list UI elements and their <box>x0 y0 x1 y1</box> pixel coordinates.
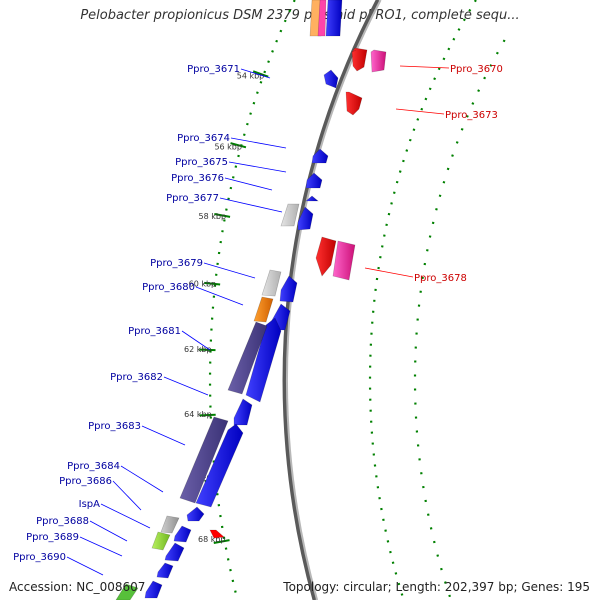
accession-text: Accession: NC_008607 <box>9 580 146 594</box>
gene-green-ppro3690 <box>115 583 139 600</box>
label-leader-line <box>224 177 273 191</box>
label-leader-line <box>163 376 209 396</box>
gene-reverse-ppro3670a <box>351 47 368 72</box>
gene-forward-ppro3689 <box>156 562 174 579</box>
gene-purple-ppro3683 <box>179 416 229 504</box>
ruler-ring-third <box>413 39 506 600</box>
label-leader-line <box>141 425 186 446</box>
gene-orange-ppro3680 <box>253 296 274 323</box>
gene-forward-ppro3688 <box>164 542 185 562</box>
gene-forward-ppro3684 <box>186 506 205 522</box>
gene-forward-ppro3674 <box>311 148 329 164</box>
label-leader-line <box>181 330 211 351</box>
label-leader-line <box>219 197 283 213</box>
gene-label-forward: IspA <box>79 499 101 510</box>
ruler-label: 64 kbp <box>184 410 212 419</box>
label-leader-line <box>79 536 123 557</box>
gene-gray-ppro3679 <box>261 269 282 297</box>
gene-label-forward: Ppro_3674 <box>177 133 230 144</box>
label-leader-line <box>89 520 128 542</box>
label-leader-line <box>395 108 445 115</box>
gene-forward-ppro3671 <box>323 69 339 89</box>
gene-reverse-ppro3678b <box>332 240 356 281</box>
gene-label-forward: Ppro_3684 <box>67 461 120 472</box>
gene-forward-ppro3676 <box>305 195 319 202</box>
label-leader-line <box>195 286 244 306</box>
gene-gray-ppro3686 <box>160 515 180 534</box>
ruler-label: 68 kbp <box>198 535 226 544</box>
label-leader-line <box>66 556 104 576</box>
ruler-tick <box>199 413 216 417</box>
gene-label-reverse: Ppro_3670 <box>450 64 503 75</box>
label-leader-line <box>364 267 414 278</box>
gene-forward-ppro3679 <box>279 275 298 303</box>
gene-label-forward: Ppro_3689 <box>26 532 79 543</box>
gene-label-forward: Ppro_3686 <box>59 476 112 487</box>
gene-label-reverse: Ppro_3678 <box>414 273 467 284</box>
gene-label-forward: Ppro_3682 <box>110 372 163 383</box>
gene-reverse-ppro3673 <box>345 91 363 116</box>
ruler-tick <box>252 70 269 78</box>
label-leader-line <box>240 68 271 79</box>
ruler-label: 58 kbp <box>199 212 227 221</box>
label-leader-line <box>399 65 450 69</box>
gene-label-forward: Ppro_3681 <box>128 326 181 337</box>
gene-label-forward: Ppro_3671 <box>187 64 240 75</box>
gene-label-reverse: Ppro_3673 <box>445 110 498 121</box>
gene-forward-ppro3677 <box>297 206 314 231</box>
ruler-label: 54 kbp <box>237 72 265 81</box>
gene-label-forward: Ppro_3683 <box>88 421 141 432</box>
map-title: Pelobacter propionicus DSM 2379 plasmid … <box>80 8 520 23</box>
gene-label-forward: Ppro_3677 <box>166 193 219 204</box>
gene-label-forward: Ppro_3690 <box>13 552 66 563</box>
ruler-tick <box>199 348 216 352</box>
ruler-ring-inner <box>208 0 296 600</box>
backbone-ring-highlight <box>286 0 382 600</box>
gene-gray-ppro3677 <box>280 203 300 227</box>
gene-pink-top <box>317 0 327 37</box>
label-leader-line <box>120 465 164 493</box>
gene-forward-ppro3683 <box>195 423 244 508</box>
ruler-label: 60 kbp <box>189 280 217 289</box>
gene-forward-ppro3675 <box>305 172 323 189</box>
ruler-tick <box>213 539 230 544</box>
ruler-tick <box>214 213 231 218</box>
gene-reverse-small <box>209 529 225 539</box>
gene-forward-ppro3682a <box>233 398 253 426</box>
gene-label-forward: Ppro_3680 <box>142 282 195 293</box>
topology-summary: Topology: circular; Length: 202,397 bp; … <box>283 580 590 594</box>
ruler-label: 56 kbp <box>214 142 242 151</box>
gene-forward-ppro3690 <box>144 580 163 599</box>
gene-label-forward: Ppro_3679 <box>150 258 203 269</box>
ruler-tick <box>204 281 221 286</box>
ruler-ring-outer <box>368 0 477 600</box>
label-leader-line <box>228 161 287 173</box>
gene-green-ppro3688 <box>151 531 171 551</box>
gene-reverse-shadow <box>351 49 357 53</box>
gene-label-forward: Ppro_3676 <box>171 173 224 184</box>
label-leader-line <box>203 262 256 279</box>
label-leader-line <box>230 137 287 149</box>
gene-purple-ppro3681 <box>227 321 268 395</box>
label-leader-line <box>112 480 142 511</box>
ruler-tick <box>230 142 247 149</box>
gene-reverse-ppro3670b <box>370 49 387 73</box>
gene-label-forward: Ppro_3675 <box>175 157 228 168</box>
gene-reverse-ppro3678a <box>315 236 337 277</box>
ruler-label: 62 kbp <box>184 345 212 354</box>
backbone-ring <box>282 0 381 600</box>
gene-forward-top <box>325 0 343 37</box>
gene-label-forward: Ppro_3688 <box>36 516 89 527</box>
gene-forward-ispA <box>173 525 192 543</box>
label-leader-line <box>100 503 151 529</box>
